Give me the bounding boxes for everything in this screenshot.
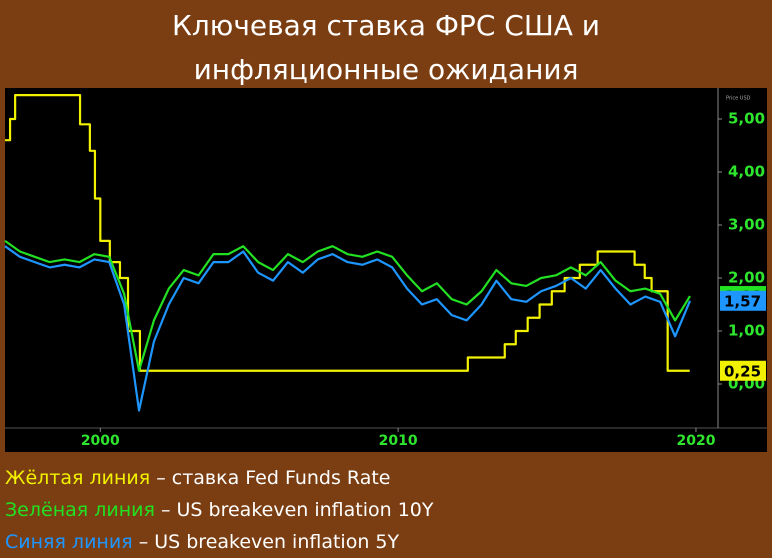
chart-panel xyxy=(5,88,767,452)
x-tick-label: 2000 xyxy=(81,433,120,449)
series-line xyxy=(5,94,690,372)
value-label: 1,57 xyxy=(724,292,761,310)
legend-name: Жёлтая линия xyxy=(5,467,151,489)
x-tick-label: 2010 xyxy=(379,433,418,449)
y-tick-label: 2,00 xyxy=(728,269,765,287)
legend-entry: Зелёная линия – US breakeven inflation 1… xyxy=(5,494,434,526)
legend-description: – US breakeven inflation 10Y xyxy=(160,499,434,521)
series-line xyxy=(4,240,691,372)
legend-entry: Жёлтая линия – ставка Fed Funds Rate xyxy=(5,462,434,494)
y-tick-label: 4,00 xyxy=(728,163,765,181)
legend-description: – US breakeven inflation 5Y xyxy=(138,531,400,553)
legend-description: – ставка Fed Funds Rate xyxy=(156,467,391,489)
value-label-box xyxy=(720,290,766,311)
y-axis-label: Price USD xyxy=(726,96,751,102)
title: Ключевая ставка ФРС США и инфляционные о… xyxy=(171,9,601,86)
y-tick-label: 3,00 xyxy=(728,216,765,234)
y-tick-label: 5,00 xyxy=(728,110,765,128)
legend-name: Зелёная линия xyxy=(5,499,155,521)
legend: Жёлтая линия – ставка Fed Funds Rate Зелё… xyxy=(5,462,434,558)
value-label: 0,25 xyxy=(724,362,761,380)
y-tick-label: 1,00 xyxy=(728,322,765,340)
x-tick-label: 2020 xyxy=(676,433,715,449)
series-line xyxy=(4,245,692,412)
value-label-box xyxy=(720,360,766,381)
legend-entry: Синяя линия – US breakeven inflation 5Y xyxy=(5,526,434,558)
legend-name: Синяя линия xyxy=(5,531,133,553)
